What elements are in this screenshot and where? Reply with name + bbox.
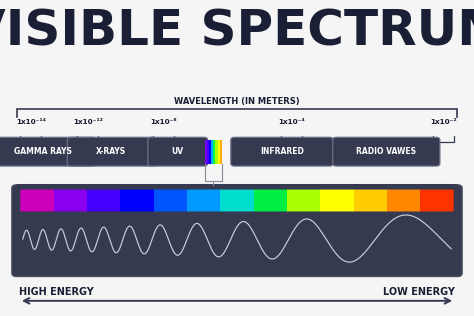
Polygon shape [209,140,211,164]
FancyBboxPatch shape [148,137,208,166]
Polygon shape [218,140,219,164]
Text: 1x10⁻⁸: 1x10⁻⁸ [150,118,177,125]
FancyBboxPatch shape [67,137,155,166]
Text: LOW ENERGY: LOW ENERGY [383,287,455,297]
Text: WAVELENGTH (IN METERS): WAVELENGTH (IN METERS) [174,97,300,106]
Polygon shape [387,189,420,212]
Polygon shape [213,140,215,164]
Text: 1x10⁻¹²: 1x10⁻¹² [73,118,103,125]
Text: VISIBLE SPECTRUM: VISIBLE SPECTRUM [0,8,474,56]
Polygon shape [215,140,218,164]
FancyBboxPatch shape [333,137,440,166]
Text: 1x10⁻⁴: 1x10⁻⁴ [278,118,305,125]
Polygon shape [120,189,154,212]
Polygon shape [87,189,120,212]
Polygon shape [220,189,254,212]
Polygon shape [287,189,320,212]
FancyBboxPatch shape [12,185,462,276]
Text: 1x10⁻¹⁴: 1x10⁻¹⁴ [16,118,46,125]
Polygon shape [211,140,213,164]
Polygon shape [219,140,222,164]
Text: HIGH ENERGY: HIGH ENERGY [19,287,94,297]
Text: GAMMA RAYS: GAMMA RAYS [14,147,72,156]
Polygon shape [354,189,387,212]
Text: UV: UV [172,147,184,156]
Polygon shape [254,189,287,212]
Polygon shape [205,140,207,164]
Polygon shape [320,189,354,212]
Text: RADIO VAWES: RADIO VAWES [356,147,416,156]
Polygon shape [154,189,187,212]
Polygon shape [187,189,220,212]
Polygon shape [207,140,209,164]
FancyBboxPatch shape [231,137,333,166]
Polygon shape [20,189,54,212]
Text: INFRARED: INFRARED [260,147,304,156]
Polygon shape [54,189,87,212]
FancyBboxPatch shape [0,137,96,166]
Text: X-RAYS: X-RAYS [96,147,127,156]
Polygon shape [420,189,454,212]
Text: 1x10⁻²: 1x10⁻² [430,118,456,125]
